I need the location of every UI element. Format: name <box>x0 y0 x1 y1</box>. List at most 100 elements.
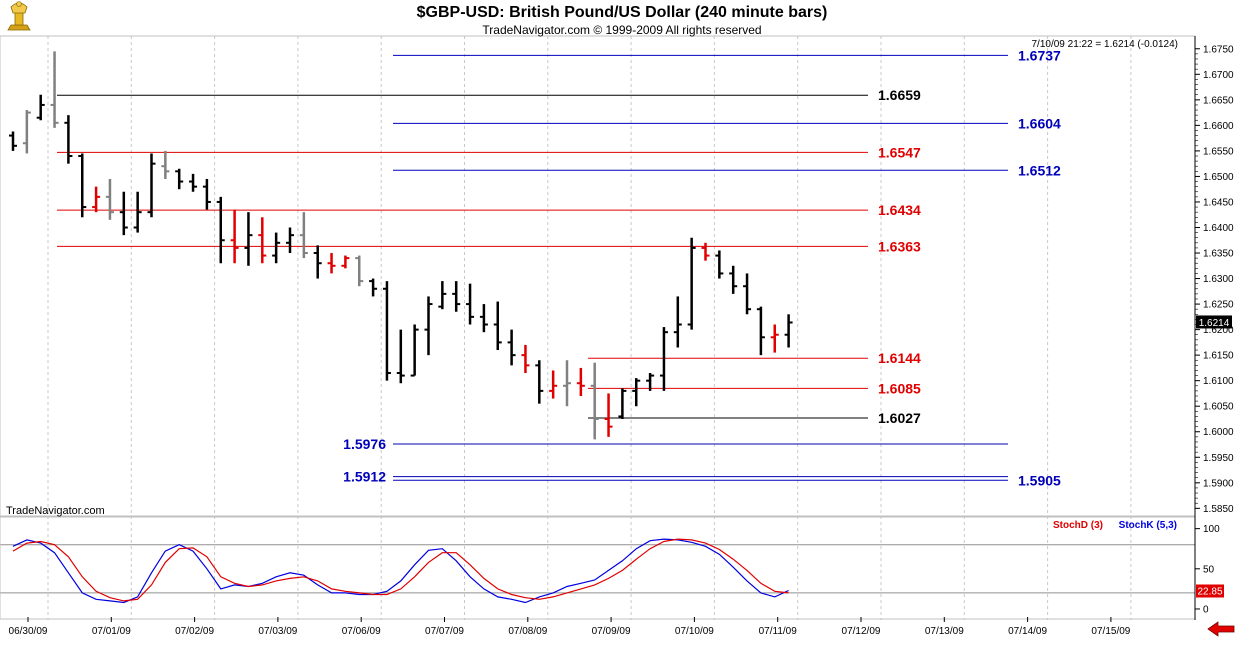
ohlc-bar <box>119 191 128 236</box>
ohlc-bar <box>756 306 765 356</box>
ohlc-bar <box>673 296 682 348</box>
ohlc-bar <box>258 217 267 264</box>
level-label-1.6144: 1.6144 <box>878 350 921 366</box>
date-tick-label: 07/15/09 <box>1091 626 1130 637</box>
level-label-1.6027: 1.6027 <box>878 410 921 426</box>
ohlc-bar <box>604 393 613 437</box>
ohlc-bar <box>9 131 17 151</box>
ohlc-bar <box>479 304 488 333</box>
date-tick-label: 07/01/09 <box>92 626 131 637</box>
ohlc-bar <box>341 255 350 269</box>
ohlc-bar <box>729 265 738 294</box>
last-price-box <box>1196 315 1232 329</box>
price-tick-label: 1.6050 <box>1203 402 1234 413</box>
ohlc-bar <box>563 360 571 407</box>
stoch-last-label: 22.85 <box>1197 586 1222 597</box>
date-tick-label: 07/12/09 <box>842 626 881 637</box>
price-tick-label: 1.5900 <box>1203 478 1234 489</box>
ohlc-bar <box>78 153 87 218</box>
ohlc-bar <box>64 115 73 164</box>
ohlc-bar <box>659 327 668 391</box>
legend-stochd: StochD (3) <box>1053 520 1103 531</box>
price-tick-label: 1.6200 <box>1203 325 1234 336</box>
stoch-line-k <box>12 538 789 604</box>
ohlc-bar <box>632 378 641 407</box>
ohlc-bar <box>286 227 294 254</box>
ohlc-bar <box>784 314 793 348</box>
ohlc-bar <box>452 281 461 312</box>
ohlc-bar <box>189 173 198 192</box>
price-axis: 1.5850 1.5900 1.5950 1.6000 1.6050 1.6100 1.61… <box>1195 44 1234 515</box>
ohlc-bar <box>216 196 225 264</box>
ohlc-bar <box>22 110 31 154</box>
ohlc-bar <box>646 373 655 391</box>
stoch-panel-border <box>0 516 1196 620</box>
scroll-left-button[interactable] <box>1207 621 1235 637</box>
legend-stochk: StochK (5,3) <box>1119 520 1177 531</box>
ohlc-bar <box>299 212 308 259</box>
ohlc-bar <box>687 237 696 330</box>
price-tick-label: 1.5850 <box>1203 504 1234 515</box>
stoch-layer <box>12 538 789 604</box>
level-label-1.6604: 1.6604 <box>1018 115 1061 131</box>
last-bar-info: 7/10/09 21:22 = 1.6214 (-0.0124) <box>1031 39 1178 50</box>
stoch-tick-label: 50 <box>1203 564 1215 575</box>
ohlc-bar <box>590 362 599 440</box>
ohlc-bar <box>313 245 322 279</box>
ohlc-bar <box>202 178 211 210</box>
date-tick-label: 07/14/09 <box>1008 626 1047 637</box>
ohlc-bar <box>230 209 239 264</box>
price-tick-label: 1.6450 <box>1203 197 1234 208</box>
ohlc-bar <box>369 278 378 297</box>
date-tick-label: 07/07/09 <box>425 626 464 637</box>
ohlc-bar <box>576 367 585 396</box>
date-tick-label: 06/30/09 <box>9 626 48 637</box>
ohlc-bar <box>396 329 405 384</box>
level-label-1.6659: 1.6659 <box>878 87 921 103</box>
stoch-tick-label: 100 <box>1203 524 1220 535</box>
level-label-1.5912: 1.5912 <box>343 469 386 485</box>
ohlc-bar <box>770 324 779 353</box>
level-label-1.6547: 1.6547 <box>878 144 921 160</box>
ohlc-bar <box>244 212 253 266</box>
ohlc-bar <box>105 178 114 220</box>
ohlc-bar <box>701 242 710 261</box>
price-tick-label: 1.6400 <box>1203 223 1234 234</box>
ohlc-bar <box>175 168 184 190</box>
price-tick-label: 1.6250 <box>1203 300 1234 311</box>
ohlc-bar <box>618 388 627 419</box>
ohlc-bar <box>493 301 502 351</box>
date-tick-label: 07/03/09 <box>258 626 297 637</box>
price-tick-label: 1.6700 <box>1203 70 1234 81</box>
level-label-1.6085: 1.6085 <box>878 380 921 396</box>
x-axis: 06/30/09 07/01/09 07/02/09 07/03/09 07/06/09… <box>9 617 1131 637</box>
price-tick-label: 1.6600 <box>1203 121 1234 132</box>
ohlc-bar <box>715 250 724 279</box>
price-tick-label: 1.6650 <box>1203 95 1234 106</box>
price-tick-label: 1.6000 <box>1203 427 1234 438</box>
price-tick-label: 1.6500 <box>1203 172 1234 183</box>
level-label-1.5905: 1.5905 <box>1018 472 1061 488</box>
ohlc-bar <box>507 329 516 366</box>
logo <box>7 1 31 31</box>
ohlc-bar <box>161 150 170 179</box>
date-tick-label: 07/13/09 <box>925 626 964 637</box>
ohlc-bar <box>92 186 101 213</box>
levels-layer: 1.6737 1.6659 1.6604 1.6547 1.6512 1.6434 1.63… <box>57 47 1061 488</box>
last-price-tag: 1.6214 <box>1196 315 1232 329</box>
ohlc-bar <box>466 283 475 325</box>
price-tick-label: 1.5950 <box>1203 453 1234 464</box>
level-label-1.5976: 1.5976 <box>343 436 386 452</box>
golden-trophy-icon <box>7 1 31 31</box>
date-tick-label: 07/02/09 <box>175 626 214 637</box>
date-tick-label: 07/06/09 <box>342 626 381 637</box>
last-price-label: 1.6214 <box>1199 318 1230 329</box>
chart-title: $GBP-USD: British Pound/US Dollar (240 m… <box>417 4 828 21</box>
price-tick-label: 1.6550 <box>1203 146 1234 157</box>
level-label-1.6737: 1.6737 <box>1018 47 1061 63</box>
grid-layer <box>0 36 1195 620</box>
ohlc-bar <box>438 281 447 310</box>
ohlc-bar <box>36 94 45 121</box>
chart-subtitle: TradeNavigator.com © 1999-2009 All right… <box>482 23 761 37</box>
